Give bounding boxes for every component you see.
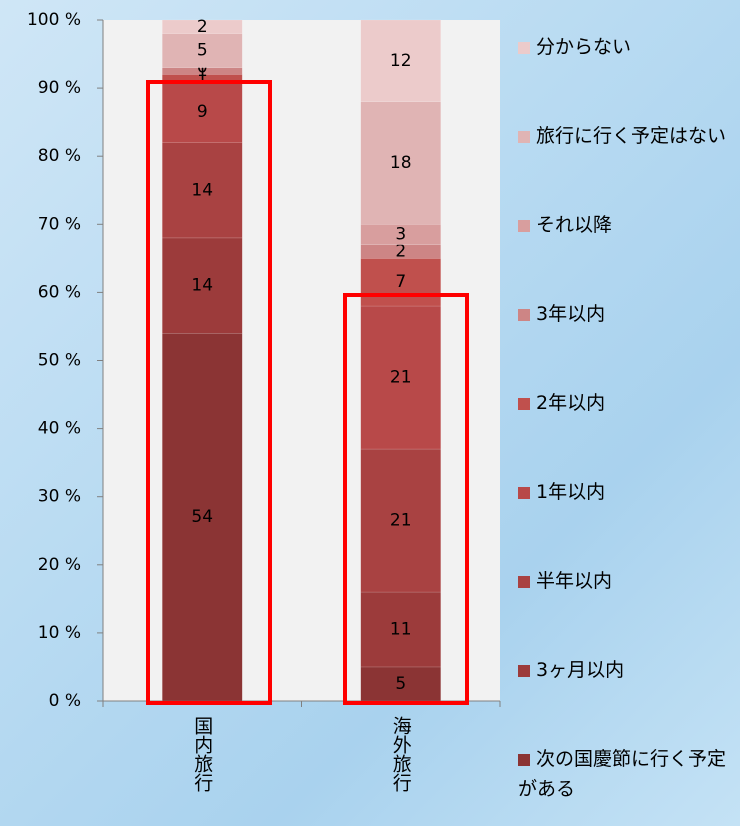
legend-item: それ以降: [518, 210, 738, 240]
bar-segment: [162, 333, 243, 702]
y-tick-label: 80 %: [38, 146, 81, 166]
y-tick-label: 60 %: [38, 282, 81, 302]
legend-swatch: [518, 486, 530, 499]
value-label: 1: [197, 61, 208, 81]
legend-swatch: [518, 753, 530, 766]
legend-label: 次の国慶節に行く予定がある: [518, 748, 727, 800]
x-tick-label: 海外旅行: [389, 716, 412, 792]
value-label: 3: [395, 225, 406, 245]
value-label: 21: [390, 511, 412, 531]
legend-label: 半年以内: [536, 570, 613, 592]
bar-segment: [360, 591, 441, 668]
y-tick-label: 30 %: [38, 487, 81, 507]
legend-item: 3ヶ月以内: [518, 655, 738, 685]
value-label: 2: [395, 242, 406, 262]
value-label: 54: [191, 507, 213, 527]
value-label: 1: [197, 68, 208, 88]
value-label: 2: [197, 17, 208, 37]
legend-label: 旅行に行く予定はない: [536, 125, 727, 147]
bar-segment: [360, 305, 441, 450]
bar-segment: [360, 101, 441, 225]
y-tick-label: 70 %: [38, 214, 81, 234]
legend-label: 3ヶ月以内: [536, 659, 625, 681]
value-label: 14: [191, 180, 213, 200]
legend-label: 1年以内: [536, 481, 606, 503]
bar-segment: [162, 81, 243, 143]
bar-segment: [360, 258, 441, 307]
bar-segment: [162, 237, 243, 334]
bar-segment: [360, 448, 441, 593]
x-tick-label: 国内旅行: [191, 716, 214, 792]
legend-item: 旅行に行く予定はない: [518, 121, 738, 151]
legend-item: 3年以内: [518, 299, 738, 329]
y-tick-label: 50 %: [38, 351, 81, 371]
highlight-box: [343, 293, 469, 705]
y-tick-label: 40 %: [38, 419, 81, 439]
legend-swatch: [518, 575, 530, 588]
legend-item: 2年以内: [518, 388, 738, 418]
value-label: 21: [390, 368, 412, 388]
bar-segment: [360, 19, 441, 102]
legend-item: 半年以内: [518, 566, 738, 596]
legend-swatch: [518, 308, 530, 321]
value-label: 9: [197, 102, 208, 122]
legend-item: 1年以内: [518, 477, 738, 507]
bar-segment: [162, 33, 243, 68]
bar-segment: [360, 666, 441, 702]
y-tick-label: 100 %: [27, 10, 81, 30]
value-label: 7: [395, 272, 406, 292]
legend-item: 分からない: [518, 32, 738, 62]
legend-swatch: [518, 219, 530, 232]
value-label: 5: [197, 41, 208, 61]
marks: 54141491105251121217231812: [162, 17, 441, 702]
legend-swatch: [518, 664, 530, 677]
y-tick-label: 0 %: [49, 691, 81, 711]
legend-swatch: [518, 41, 530, 54]
value-label: 12: [390, 51, 412, 71]
y-tick-label: 90 %: [38, 78, 81, 98]
value-label: 14: [191, 276, 213, 296]
bar-segment: [162, 142, 243, 239]
y-tick-label: 20 %: [38, 555, 81, 575]
legend-swatch: [518, 130, 530, 143]
value-label: 11: [390, 619, 412, 639]
value-label: 5: [395, 674, 406, 694]
bar-segment: [162, 19, 243, 34]
legend-item: 次の国慶節に行く予定がある: [518, 744, 738, 804]
highlight-box: [146, 80, 272, 705]
legend-label: それ以降: [536, 214, 613, 236]
legend-label: 2年以内: [536, 392, 606, 414]
legend-label: 分からない: [536, 36, 632, 58]
y-tick-label: 10 %: [38, 623, 81, 643]
legend-swatch: [518, 397, 530, 410]
legend-label: 3年以内: [536, 303, 606, 325]
value-label: 18: [390, 153, 412, 173]
